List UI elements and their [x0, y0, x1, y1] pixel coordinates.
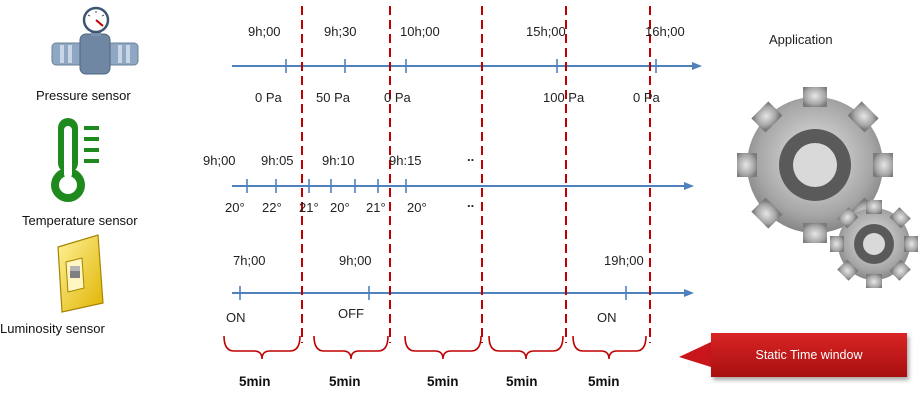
pressure-value-label: 0 Pa: [633, 90, 660, 105]
light-switch-icon: [57, 234, 104, 313]
luminosity-ticks: [239, 286, 627, 300]
pressure-time-label: 10h;00: [400, 24, 440, 39]
thermometer-icon: [51, 118, 99, 202]
window-brace: [488, 335, 564, 360]
luminosity-sensor-label: Luminosity sensor: [0, 321, 105, 336]
luminosity-time-label: 7h;00: [233, 253, 266, 268]
pressure-value-label: 0 Pa: [255, 90, 282, 105]
pressure-time-label: 9h;30: [324, 24, 357, 39]
application-label: Application: [769, 32, 833, 47]
window-brace: [313, 335, 389, 360]
window-brace: [572, 335, 647, 360]
gears-icon: [737, 87, 918, 288]
temperature-time-label: 9h;00: [203, 153, 236, 168]
temperature-time-label: 9h:05: [261, 153, 294, 168]
window-duration-label: 5min: [427, 374, 459, 389]
temperature-ticks: [246, 179, 407, 193]
temperature-value-label: 21°: [366, 200, 386, 215]
window-duration-label: 5min: [239, 374, 271, 389]
temperature-value-label: 20°: [225, 200, 245, 215]
window-braces: [223, 335, 647, 360]
luminosity-value-label: ON: [226, 310, 246, 325]
temperature-sensor-label: Temperature sensor: [22, 213, 138, 228]
temperature-value-label: 22°: [262, 200, 282, 215]
luminosity-time-label: 19h;00: [604, 253, 644, 268]
window-duration-label: 5min: [506, 374, 538, 389]
luminosity-time-label: 9h;00: [339, 253, 372, 268]
luminosity-value-label: OFF: [338, 306, 364, 321]
window-duration-label: 5min: [588, 374, 620, 389]
banner-pointer: [679, 342, 711, 367]
temperature-time-label: 9h:10: [322, 153, 355, 168]
temperature-time-label: 9h:15: [389, 153, 422, 168]
pressure-ticks: [285, 59, 657, 73]
static-time-window-label: Static Time window: [755, 348, 863, 362]
temperature-value-label: 21°: [299, 200, 319, 215]
pressure-time-label: 15h;00: [526, 24, 566, 39]
temperature-value-label: 20°: [330, 200, 350, 215]
temperature-value-ellipsis: ..: [467, 195, 475, 210]
window-brace: [404, 335, 482, 360]
window-dividers: [301, 6, 651, 343]
pressure-value-label: 50 Pa: [316, 90, 350, 105]
pressure-time-label: 9h;00: [248, 24, 281, 39]
pressure-value-label: 0 Pa: [384, 90, 411, 105]
window-duration-label: 5min: [329, 374, 361, 389]
pressure-sensor-label: Pressure sensor: [36, 88, 131, 103]
pressure-time-label: 16h;00: [645, 24, 685, 39]
window-brace: [223, 335, 301, 360]
luminosity-value-label: ON: [597, 310, 617, 325]
static-time-window-banner: Static Time window: [711, 333, 907, 377]
temperature-time-ellipsis: ..: [467, 149, 475, 164]
temperature-value-label: 20°: [407, 200, 427, 215]
pressure-value-label: 100 Pa: [543, 90, 585, 105]
pressure-gauge-icon: [51, 6, 139, 75]
